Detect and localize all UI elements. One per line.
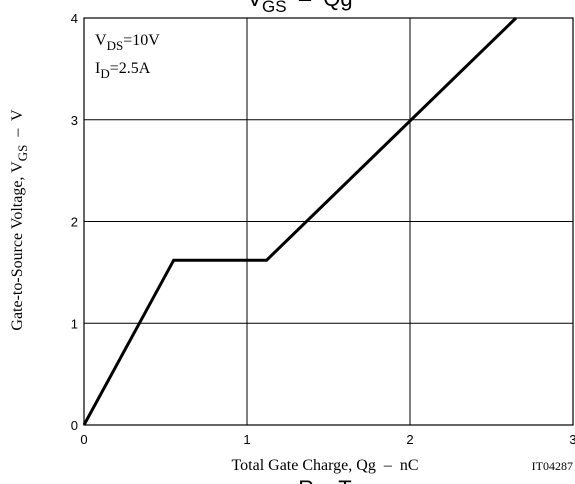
x-axis-label: Total Gate Charge, Qg – nC [232, 457, 419, 474]
figure-id: IT04287 [532, 459, 573, 473]
x-tick-label-1: 1 [243, 432, 250, 447]
y-tick-label-1: 1 [71, 316, 78, 331]
y-tick-label-3: 3 [71, 113, 78, 128]
y-axis-label: Gate-to-Source Voltage, VGS – V [9, 109, 30, 331]
plot-frame [83, 17, 574, 426]
conditions-vds: VDS=10V [95, 32, 160, 53]
chart-title: VGS – Qg [247, 0, 352, 16]
conditions-id: ID=2.5A [95, 60, 151, 81]
series-line-0 [82, 16, 518, 426]
grid-lines [84, 18, 573, 425]
cut-off-bottom-text: R T [298, 476, 351, 484]
x-tick-labels: 0 1 2 3 [80, 432, 575, 447]
x-tick-label-0: 0 [80, 432, 87, 447]
x-tick-label-3: 3 [569, 432, 575, 447]
x-tick-label-2: 2 [406, 432, 413, 447]
series-group [82, 16, 518, 426]
y-tick-label-2: 2 [71, 215, 78, 230]
y-tick-labels: 0 1 2 3 4 [71, 11, 78, 433]
y-tick-label-4: 4 [71, 11, 78, 26]
y-tick-label-0: 0 [71, 418, 78, 433]
